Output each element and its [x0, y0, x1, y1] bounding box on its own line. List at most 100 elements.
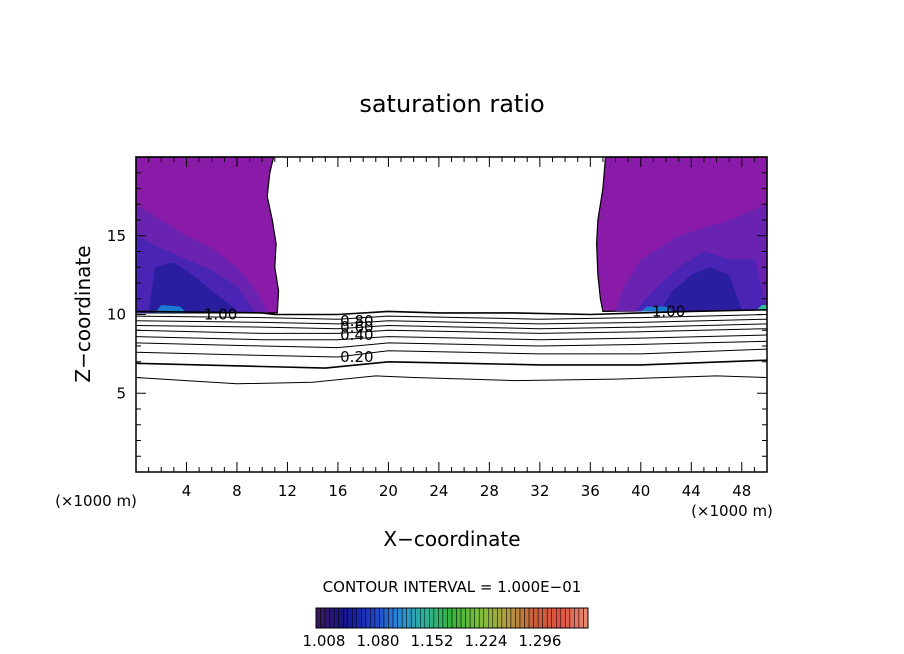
colorbar-segment	[315, 607, 321, 629]
right-edge-glow	[640, 306, 673, 312]
colorbar-segment	[478, 607, 484, 629]
colorbar-segment	[320, 607, 326, 629]
contour-line-0-1	[135, 375, 768, 385]
x-tick-label: 48	[732, 482, 751, 500]
colorbar-tick-label: 1.224	[465, 632, 508, 650]
y-axis-label: Z−coordinate	[71, 245, 95, 382]
colorbar-segment	[474, 607, 480, 629]
x-tick-label: 32	[530, 482, 549, 500]
colorbar-segment	[483, 607, 489, 629]
colorbar-segment	[492, 607, 498, 629]
colorbar-segment	[438, 607, 444, 629]
colorbar-segment	[329, 607, 335, 629]
colorbar-segment	[519, 607, 525, 629]
contour-line-0-2	[135, 359, 768, 369]
contour-line-0-6	[135, 328, 768, 334]
contour-labels: 1.00 0.800.600.40 0.20 1.00	[204, 302, 685, 366]
colorbar-segment	[551, 607, 557, 629]
colorbar-segment	[397, 607, 403, 629]
x-tick-label: 24	[429, 482, 448, 500]
colorbar-segment	[469, 607, 475, 629]
contour-line-0-8	[135, 318, 768, 325]
y-tick-label: 15	[107, 227, 126, 245]
colorbar-segment	[447, 607, 453, 629]
colorbar-segment	[578, 607, 584, 629]
colorbar-segment	[356, 607, 362, 629]
colorbar-segment	[460, 607, 466, 629]
colorbar-tick-label: 1.008	[303, 632, 346, 650]
colorbar-segment	[424, 607, 430, 629]
colorbar-segment	[374, 607, 380, 629]
colorbar-segment	[388, 607, 394, 629]
colorbar-segment	[501, 607, 507, 629]
x-tick-label: 16	[328, 482, 347, 500]
chart-title: saturation ratio	[359, 90, 544, 118]
colorbar-segment	[524, 607, 530, 629]
colorbar-segment	[528, 607, 534, 629]
colorbar-segment	[338, 607, 344, 629]
x-tick-label: 40	[631, 482, 650, 500]
colorbar-segment	[433, 607, 439, 629]
saturation-fill-regions	[135, 156, 768, 314]
colorbar-segment	[533, 607, 539, 629]
colorbar-tick-label: 1.296	[519, 632, 562, 650]
contour-line-0-3	[135, 348, 768, 358]
x-axis-ticks: 4 8 12 16 20 24 28 32 36 40 44 48	[148, 157, 755, 500]
colorbar-segment	[429, 607, 435, 629]
colorbar-segment	[556, 607, 562, 629]
colorbar-segment	[420, 607, 426, 629]
x-unit-right: (×1000 m)	[691, 502, 773, 520]
colorbar-segment	[537, 607, 543, 629]
colorbar-segment	[392, 607, 398, 629]
colorbar-segment	[415, 607, 421, 629]
contour-line-0-5	[135, 334, 768, 341]
colorbar-segment	[361, 607, 367, 629]
colorbar-segment	[342, 607, 348, 629]
x-tick-label: 4	[182, 482, 192, 500]
colorbar-segment	[569, 607, 575, 629]
x-tick-label: 8	[232, 482, 242, 500]
colorbar-segment	[546, 607, 552, 629]
contour-label: 1.00	[652, 302, 685, 320]
colorbar-segment	[451, 607, 457, 629]
contour-line-0-9	[135, 314, 768, 320]
colorbar-segment	[510, 607, 516, 629]
x-tick-label: 36	[581, 482, 600, 500]
colorbar-segment	[406, 607, 412, 629]
y-tick-label: 10	[107, 306, 126, 324]
colorbar-segment	[574, 607, 580, 629]
x-tick-label: 20	[379, 482, 398, 500]
colorbar-segment	[324, 607, 330, 629]
colorbar-segment	[365, 607, 371, 629]
contour-label: 0.20	[340, 348, 373, 366]
colorbar-segment	[542, 607, 548, 629]
colorbar-segment	[379, 607, 385, 629]
colorbar-segment	[352, 607, 358, 629]
contour-line-0-4	[135, 340, 768, 349]
colorbar-segment	[515, 607, 521, 629]
contour-lines	[135, 309, 768, 385]
colorbar-segment	[497, 607, 503, 629]
contour-label: 1.00	[204, 306, 237, 324]
colorbar-segment	[506, 607, 512, 629]
x-tick-label: 44	[682, 482, 701, 500]
colorbar-segment	[456, 607, 462, 629]
colorbar-segment	[583, 607, 589, 629]
contour-label: 0.40	[340, 326, 373, 344]
y-axis-ticks: 5 10 15	[107, 172, 767, 457]
x-tick-label: 28	[480, 482, 499, 500]
colorbar-segment	[347, 607, 353, 629]
colorbar-segment	[370, 607, 376, 629]
colorbar-segment	[410, 607, 416, 629]
left-core-band	[148, 262, 237, 313]
colorbar-frame	[315, 607, 589, 629]
colorbar-segment	[465, 607, 471, 629]
right-core-band	[659, 267, 742, 312]
right-corner-glow	[756, 305, 767, 310]
contour-line-1	[135, 309, 768, 316]
contour-label: 0.60	[340, 318, 373, 336]
x-tick-label: 12	[278, 482, 297, 500]
colorbar-segment	[401, 607, 407, 629]
contour-line-0-7	[135, 323, 768, 330]
